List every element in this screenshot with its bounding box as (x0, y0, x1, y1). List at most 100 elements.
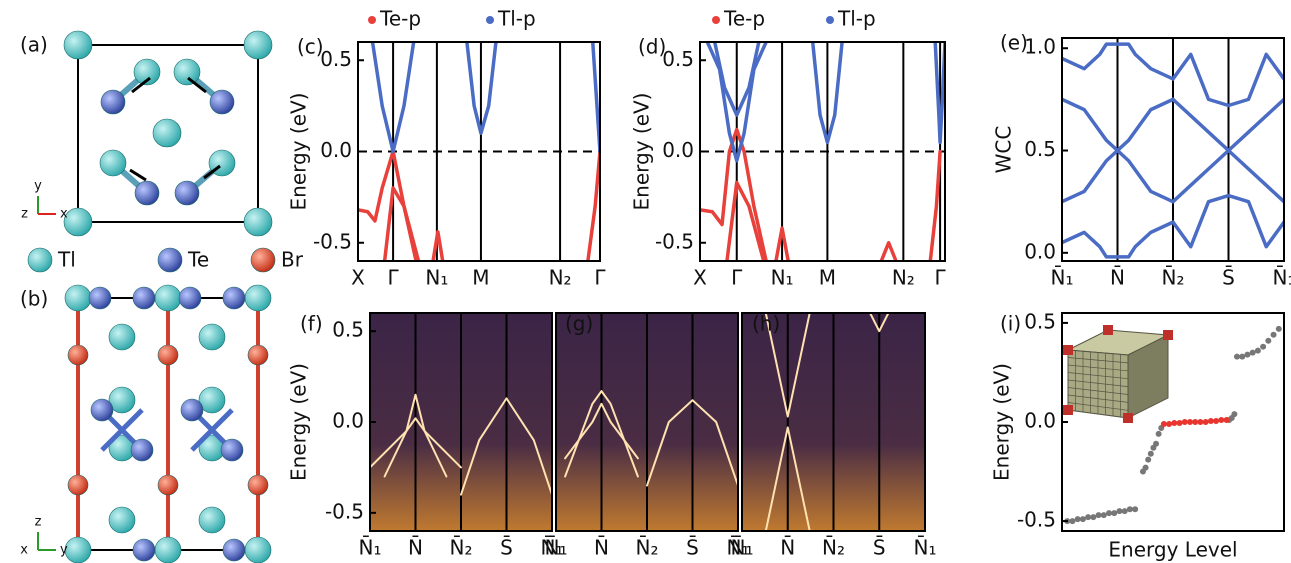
level-point (1106, 510, 1113, 517)
curve (774, 226, 790, 261)
x-tick-label: X (351, 266, 365, 290)
x-tick-label: N̄ (408, 535, 423, 560)
crystal-structure: (a)yz xTl Te Br(b)zx y (20, 30, 304, 563)
corner-state (1163, 330, 1173, 340)
atom (198, 323, 226, 351)
atom (243, 207, 273, 237)
x-tick-label: S̄ (500, 535, 513, 560)
frame (741, 312, 926, 532)
level-point (1153, 440, 1160, 447)
legend-marker (712, 16, 720, 24)
atom (132, 538, 156, 562)
level-point (1275, 325, 1282, 332)
atom (222, 538, 246, 562)
frame (699, 41, 946, 262)
atom (130, 438, 154, 462)
y-axis-label: Energy (eV) (990, 363, 1014, 481)
x-tick-label: N̄ (594, 535, 609, 560)
y-tick-label: 0.5 (332, 318, 364, 342)
level-point (1231, 411, 1238, 418)
curve (810, 42, 844, 145)
plot-area (370, 313, 552, 531)
atom (67, 474, 89, 496)
level-point (1166, 420, 1173, 427)
atom (132, 286, 156, 310)
atom (198, 386, 226, 414)
atom (63, 30, 93, 60)
level-point (1132, 506, 1139, 513)
curve (764, 426, 811, 531)
y-tick-label: 0.5 (320, 47, 352, 71)
x-axis-label: Energy Level (1108, 538, 1237, 562)
x-tick-label: M (819, 266, 836, 290)
atom (108, 506, 136, 534)
curve (869, 313, 890, 333)
atom (157, 344, 179, 366)
x-tick-label: N̄₂ (822, 535, 845, 560)
atom (243, 30, 273, 60)
curve (586, 149, 600, 261)
atom (99, 149, 127, 177)
curve (646, 399, 738, 487)
level-point (1147, 450, 1154, 457)
panel: N̄₁ N̄ N̄₂ S̄ N̄₁ (h) (731, 312, 937, 560)
level-point (1069, 518, 1076, 525)
curve (1171, 193, 1284, 249)
bond (100, 408, 144, 452)
plot-area (556, 313, 738, 531)
frame (369, 312, 553, 532)
axis-letter: x (20, 543, 28, 558)
x-tick-label: N̄₂ (1162, 265, 1185, 290)
level-point (1176, 419, 1183, 426)
frame (1061, 37, 1285, 262)
atom (134, 180, 160, 206)
panel: X Γ N₁ M N₂ Γ-0.50.00.5(c)Energy (eV)Te-p Tl-p (287, 7, 607, 290)
panel: X Γ N₁ M N₂ Γ-0.50.00.5(d)Energy (eV)Te-p Tl-p (630, 7, 947, 290)
level-point (1192, 419, 1199, 425)
atom (100, 89, 126, 115)
atom (244, 536, 272, 563)
level-point (1079, 516, 1086, 523)
x-tick-label: N₁ (425, 266, 448, 290)
atom (67, 344, 89, 366)
curve (879, 241, 898, 261)
y-tick-label: 0.5 (662, 47, 694, 71)
level-point (1207, 418, 1214, 425)
panel: -0.5 0.0 0.5(i) Energy (eV) Energy Level (990, 309, 1285, 562)
level-point (1213, 418, 1220, 425)
atom (178, 286, 202, 310)
panel-label: (a) (20, 33, 48, 57)
legend-label: Te-p (723, 7, 765, 31)
curve (564, 402, 639, 460)
atom (108, 386, 136, 414)
level-point (1197, 419, 1204, 425)
x-tick-label: N̄₁ (541, 535, 564, 560)
level-point (1223, 417, 1230, 424)
atom (152, 118, 182, 148)
y-tick-label: -0.5 (1017, 508, 1056, 532)
atom (198, 506, 226, 534)
legend-label: Tl (57, 248, 76, 272)
y-tick-label: 0.0 (1024, 409, 1056, 433)
level-point (1121, 508, 1128, 515)
level-point (1171, 419, 1178, 426)
atom (220, 438, 244, 462)
plot-area (700, 42, 945, 261)
curve (383, 393, 448, 478)
legend-label: Br (281, 248, 304, 272)
curve (1062, 42, 1175, 81)
corner-state (1103, 325, 1113, 335)
level-point (1155, 430, 1162, 437)
panel-label: (g) (565, 312, 593, 336)
y-tick-label: 0.5 (1024, 309, 1056, 333)
x-tick-label: N̄₂ (636, 535, 659, 560)
axis-letter: x (60, 207, 68, 222)
curve (431, 230, 445, 261)
x-tick-label: N̄₁ (731, 535, 754, 560)
curve (370, 417, 462, 469)
level-point (1116, 508, 1123, 515)
legend-label: Te (187, 248, 209, 272)
level-point (1265, 337, 1272, 344)
atom (247, 474, 269, 496)
